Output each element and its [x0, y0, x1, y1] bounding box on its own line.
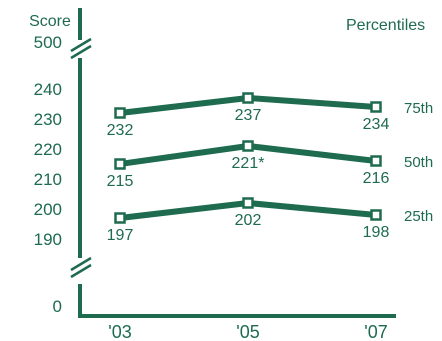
series-25th: 197 202 198 25th	[107, 197, 433, 244]
data-label: 216	[363, 170, 390, 187]
series-75th: 232 237 234 75th	[107, 92, 433, 139]
data-label: 234	[363, 116, 390, 133]
data-label: 232	[107, 122, 134, 139]
y-break-bottom-label: 0	[53, 297, 62, 316]
x-tick-label: '03	[108, 322, 131, 341]
axis-break-mark-bottom-b	[70, 263, 92, 279]
data-point-marker	[370, 209, 382, 221]
data-point-marker	[114, 107, 126, 119]
series-name-label: 75th	[404, 100, 433, 117]
axis-break-mark-top-b	[70, 44, 92, 60]
legend-title: Percentiles	[346, 17, 425, 34]
x-tick-label: '05	[236, 322, 259, 341]
series-name-label: 25th	[404, 208, 433, 225]
data-point-marker	[114, 158, 126, 170]
data-label: 237	[235, 107, 262, 124]
data-point-marker	[370, 155, 382, 167]
y-tick-label: 190	[34, 230, 62, 249]
data-label: 202	[235, 212, 262, 229]
axis-break-mark-bottom-a	[70, 256, 92, 272]
y-tick-label: 240	[34, 80, 62, 99]
y-break-top-label: 500	[34, 33, 62, 52]
data-point-marker	[242, 140, 254, 152]
data-point-marker	[370, 101, 382, 113]
y-tick-label: 210	[34, 170, 62, 189]
y-tick-label: 230	[34, 110, 62, 129]
x-tick-label: '07	[364, 322, 387, 341]
y-tick-label: 220	[34, 140, 62, 159]
data-label: 198	[363, 224, 390, 241]
series-50th: 215 221* 216 50th	[107, 140, 433, 190]
data-label: 221*	[232, 155, 265, 172]
axis-break-mark-top-a	[70, 37, 92, 53]
data-point-marker	[114, 212, 126, 224]
y-tick-label: 200	[34, 200, 62, 219]
data-point-marker	[242, 92, 254, 104]
y-axis-title: Score	[29, 13, 71, 30]
data-label: 197	[107, 227, 134, 244]
data-point-marker	[242, 197, 254, 209]
series-name-label: 50th	[404, 154, 433, 171]
data-label: 215	[107, 173, 134, 190]
